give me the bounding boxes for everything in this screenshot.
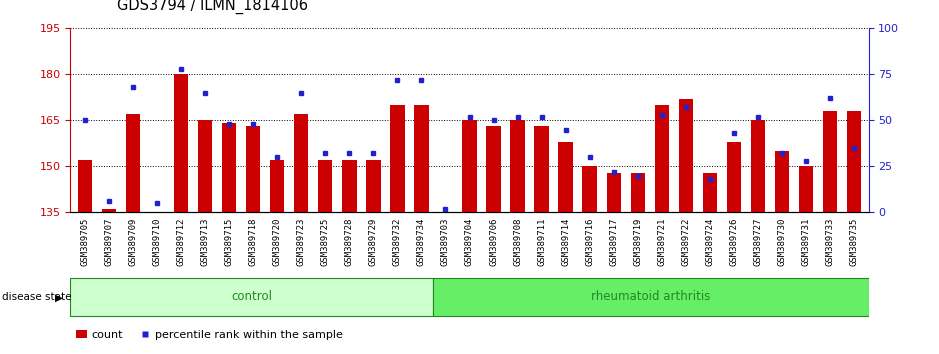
Bar [847, 111, 861, 212]
Text: GSM389734: GSM389734 [417, 217, 426, 266]
Text: GSM389728: GSM389728 [345, 217, 354, 266]
Bar [582, 166, 597, 212]
Bar [534, 126, 548, 212]
Bar [775, 151, 790, 212]
Text: GSM389704: GSM389704 [465, 217, 474, 266]
Bar [318, 160, 332, 212]
Bar [222, 124, 237, 212]
Bar [462, 120, 477, 212]
Text: GSM389731: GSM389731 [802, 217, 810, 266]
Bar [391, 105, 405, 212]
Bar [414, 105, 428, 212]
Text: GSM389710: GSM389710 [152, 217, 162, 266]
Text: GSM389732: GSM389732 [393, 217, 402, 266]
Text: GSM389705: GSM389705 [81, 217, 89, 266]
Text: GSM389725: GSM389725 [321, 217, 330, 266]
Bar [799, 166, 813, 212]
Text: disease state: disease state [2, 292, 71, 302]
Text: GSM389715: GSM389715 [224, 217, 234, 266]
Bar [559, 142, 573, 212]
Text: GSM389703: GSM389703 [441, 217, 450, 266]
Text: GSM389723: GSM389723 [297, 217, 306, 266]
Text: GSM389727: GSM389727 [753, 217, 762, 266]
Bar [270, 160, 285, 212]
Bar [78, 160, 92, 212]
Bar [101, 209, 116, 212]
Text: GSM389719: GSM389719 [633, 217, 642, 266]
Bar [126, 114, 140, 212]
Text: GSM389724: GSM389724 [705, 217, 715, 266]
Text: GSM389735: GSM389735 [850, 217, 858, 266]
Bar [342, 160, 357, 212]
Legend: count, percentile rank within the sample: count, percentile rank within the sample [76, 330, 343, 339]
Bar [702, 172, 717, 212]
Text: GSM389721: GSM389721 [657, 217, 667, 266]
Text: GSM389718: GSM389718 [249, 217, 257, 266]
Bar [654, 105, 670, 212]
Text: rheumatoid arthritis: rheumatoid arthritis [592, 290, 711, 303]
Bar [511, 120, 525, 212]
Text: GSM389730: GSM389730 [777, 217, 787, 266]
Text: GSM389706: GSM389706 [489, 217, 498, 266]
Bar [294, 114, 308, 212]
Text: GSM389707: GSM389707 [104, 217, 114, 266]
Bar [366, 160, 380, 212]
Text: GSM389708: GSM389708 [513, 217, 522, 266]
Text: GSM389733: GSM389733 [825, 217, 835, 266]
Bar [727, 142, 741, 212]
Bar [751, 120, 765, 212]
Text: control: control [231, 290, 272, 303]
Text: GSM389722: GSM389722 [682, 217, 690, 266]
Bar [246, 126, 260, 212]
Text: GSM389717: GSM389717 [609, 217, 618, 266]
Text: GSM389729: GSM389729 [369, 217, 377, 266]
Bar [679, 99, 693, 212]
Bar [631, 172, 645, 212]
Text: GSM389711: GSM389711 [537, 217, 546, 266]
Text: GSM389714: GSM389714 [562, 217, 570, 266]
Bar [70, 278, 433, 316]
Text: GDS3794 / ILMN_1814106: GDS3794 / ILMN_1814106 [117, 0, 308, 14]
Text: GSM389720: GSM389720 [272, 217, 282, 266]
Bar [174, 74, 188, 212]
Text: ▶: ▶ [54, 292, 63, 302]
Text: GSM389712: GSM389712 [177, 217, 186, 266]
Text: GSM389726: GSM389726 [730, 217, 738, 266]
Bar [486, 126, 500, 212]
Text: GSM389713: GSM389713 [201, 217, 209, 266]
Text: GSM389709: GSM389709 [129, 217, 137, 266]
Text: GSM389716: GSM389716 [585, 217, 594, 266]
Bar [433, 278, 869, 316]
Bar [607, 172, 621, 212]
Bar [823, 111, 838, 212]
Bar [198, 120, 212, 212]
